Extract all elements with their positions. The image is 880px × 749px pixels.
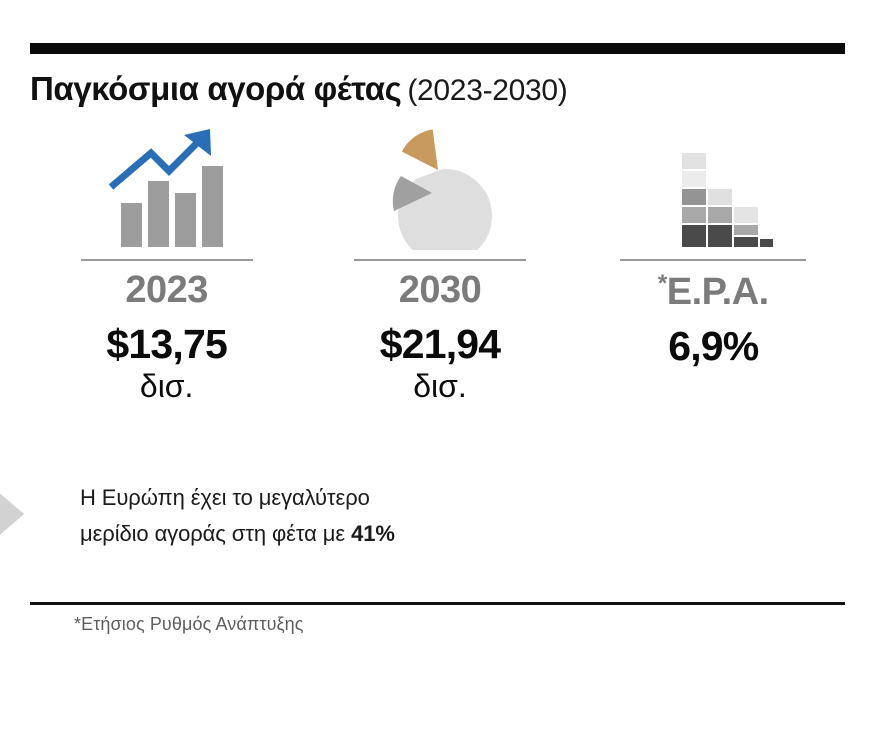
page-title-years: (2023-2030) [407,74,568,107]
callout-line-1: Η Ευρώπη έχει το μεγαλύτερο [80,485,370,510]
column-divider [80,259,253,261]
callout-block: Η Ευρώπη έχει το μεγαλύτερο μερίδιο αγορ… [0,462,620,572]
stat-column-2030: 2030 $21,94 δισ. [303,125,576,405]
descending-block-chart-icon [653,125,774,250]
callout-highlight-percent: 41% [351,520,395,546]
stat-column-2023: 2023 $13,75 δισ. [30,125,303,405]
growth-bar-chart-arrow-icon [107,125,227,250]
page-title-main: Παγκόσμια αγορά φέτας [30,70,402,107]
column-divider [620,259,807,261]
stat-value-2023: $13,75 [106,320,227,367]
callout-line-2-text: μερίδιο αγοράς στη φέτα με [80,520,352,546]
callout-line-2: μερίδιο αγοράς στη φέτα με 41% [80,516,395,552]
stat-label-cagr: *Ε.Ρ.Α. [658,271,769,313]
stat-label-2023: 2023 [125,269,208,311]
page-title: Παγκόσμια αγορά φέτας (2023-2030) [30,70,850,108]
stat-column-cagr: *Ε.Ρ.Α. 6,9% [577,125,850,368]
footnote-marker: * [657,270,667,297]
pie-chart-icon [380,125,500,250]
stats-row: 2023 $13,75 δισ. 2030 $21,94 δισ. [30,125,850,405]
footer-divider [30,602,845,605]
stat-label-cagr-text: Ε.Ρ.Α. [666,271,769,313]
stat-unit-2030: δισ. [413,367,467,404]
chevron-right-icon [0,493,24,535]
stat-label-2030: 2030 [398,269,482,311]
stat-value-cagr: 6,9% [668,322,759,369]
top-divider-bar [30,43,845,54]
footnote-text: *Ετήσιος Ρυθμός Ανάπτυξης [74,614,304,634]
stat-value-2030: $21,94 [379,320,501,367]
stat-unit-2023: δισ. [139,367,194,404]
column-divider [353,259,526,261]
callout-text: Η Ευρώπη έχει το μεγαλύτερο μερίδιο αγορ… [80,480,395,551]
